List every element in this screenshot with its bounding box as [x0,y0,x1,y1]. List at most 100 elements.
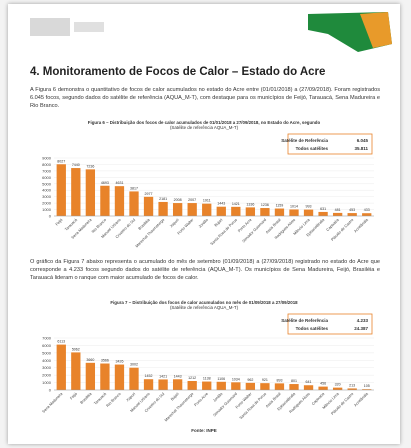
bar [362,389,372,390]
bar [100,185,110,216]
data-label: 1421 [159,374,167,378]
bar [362,213,372,216]
caption-subtitle: (Satélite de referência AQUA_M-T) [169,305,239,310]
x-tick-label: Acrelândia [353,217,369,233]
bar [260,208,270,216]
bar [245,382,256,390]
data-label: 7236 [86,164,94,168]
y-tick-label: 2000 [42,373,52,378]
bar [347,213,357,216]
bar [274,208,285,216]
x-tick-label: Bujari [214,218,224,228]
x-tick-label: Feijó [55,218,64,227]
y-tick-label: 1000 [42,380,52,385]
data-label: 2977 [145,192,153,196]
data-label: 6113 [57,340,65,344]
data-label: 962 [247,378,253,382]
bar [129,191,139,216]
bar [143,196,154,216]
data-label: 4631 [115,181,123,185]
bar [114,364,125,390]
bar [332,212,343,216]
y-tick-label: 4000 [42,358,52,363]
x-tick-label: Xapuri [169,218,180,229]
data-label: 213 [349,383,355,387]
y-tick-label: 0 [49,388,52,393]
data-label: 801 [291,379,297,383]
bar [71,168,81,216]
x-tick-label: Sena Madureira [42,391,65,414]
bar [158,201,168,216]
bar [260,383,270,390]
section-title: 4. Monitoramento de Focos de Calor – Est… [30,66,326,78]
y-tick-label: 2000 [42,201,52,206]
data-label: 631 [320,207,326,211]
bar [56,344,66,390]
x-tick-label: Marechal Thaumaturgo [164,392,195,423]
x-tick-label: Rio Branco [106,392,122,408]
x-tick-label: Feijó [69,392,78,401]
data-label: 1452 [145,374,153,378]
data-label: 1443 [174,374,182,378]
x-tick-label: Brasiléia [138,217,152,231]
caption-title: Figura 6 – Distribuição dos focos de cal… [87,120,321,125]
y-tick-label: 3000 [42,194,52,199]
data-label: 1014 [290,204,298,208]
bar [85,362,96,390]
reference-value: 6.045 [357,138,369,143]
data-label: 1336 [246,202,254,206]
data-label: 8027 [57,159,65,163]
bar [85,169,96,216]
reference-value: 24.387 [354,326,368,331]
reference-box [287,133,373,155]
bar [172,379,183,390]
document-page: 4. Monitoramento de Focos de Calor – Est… [8,4,400,444]
bar [245,207,256,216]
data-label: 453 [349,208,355,212]
bar [318,386,328,390]
x-tick-label: Porto Acre [194,392,209,407]
x-tick-label: Brasiléia [79,391,93,405]
map-shape [360,12,392,48]
x-tick-label: Tarauacá [64,217,79,232]
data-label: 1212 [188,376,196,380]
bar [187,380,197,390]
bar-chart: 0 1000 2000 3000 4000 5000 6000 7000 Satélite de… [42,313,374,423]
bar [289,209,299,216]
y-tick-label: 9000 [42,156,52,161]
reference-box [287,313,373,335]
bar [100,363,110,390]
bar [231,206,241,216]
data-label: 993 [306,205,312,209]
bar [318,211,328,216]
data-label: 1911 [203,199,211,203]
data-label: 5062 [72,347,80,351]
data-label: 1106 [217,377,225,381]
x-tick-label: Acrelândia [353,391,369,407]
source: Fonte: INPE [191,428,217,433]
x-tick-label: Santa Rosa do Purus [239,392,267,420]
bar [332,387,343,390]
data-label: 2008 [174,198,182,202]
bar [347,388,357,390]
y-tick-label: 1000 [42,207,52,212]
bar [231,382,241,390]
x-tick-label: Porto Walter [177,217,195,235]
data-label: 1138 [203,377,211,381]
bar [172,203,183,216]
reference-value: 35.811 [354,146,368,151]
data-label: 641 [306,380,312,384]
data-label: 1034 [232,377,240,381]
reference-label: Todos satélites [296,146,329,151]
y-tick-label: 5000 [42,181,52,186]
data-label: 456 [320,382,326,386]
figure-caption: Figura 7 – Distribuição dos focos de cal… [8,300,400,310]
paragraph: O gráfico da Figura 7 abaixo representa … [30,259,380,282]
caption-subtitle: (Satélite de referência AQUA_M-T) [169,125,239,130]
bar [143,379,154,390]
data-label: 1159 [276,204,284,208]
data-label: 481 [335,208,341,212]
data-label: 433 [364,208,370,212]
data-label: 2181 [159,197,167,201]
